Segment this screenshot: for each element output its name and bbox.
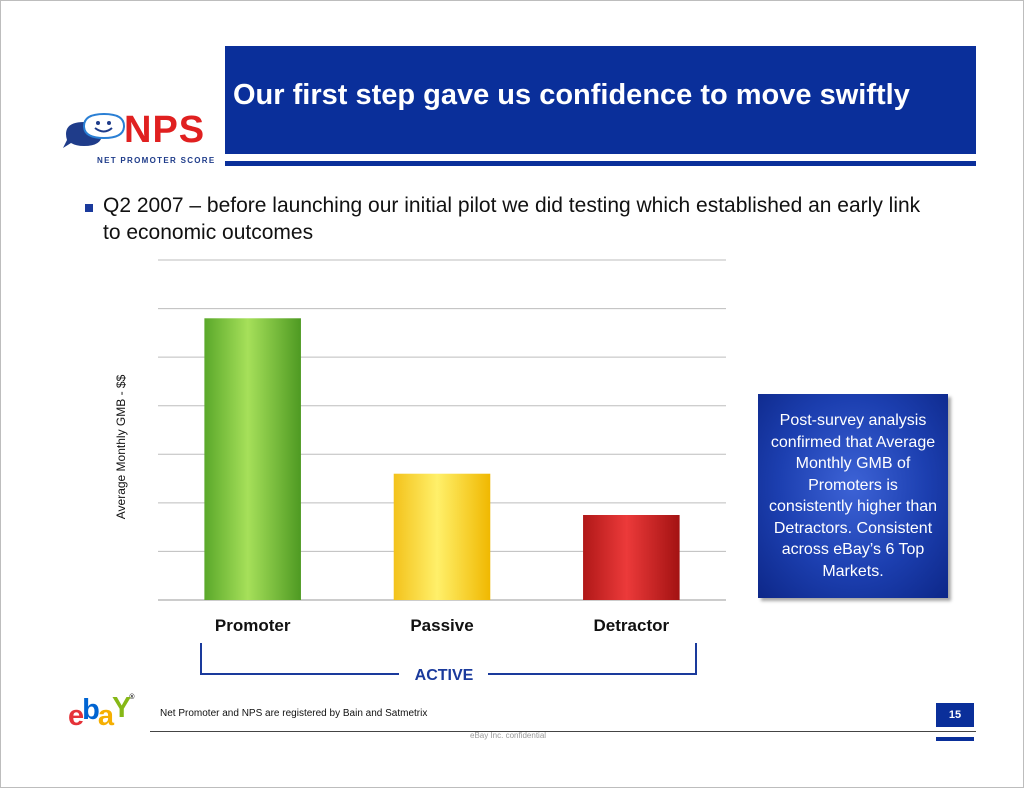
- bar-promoter: [204, 318, 301, 600]
- active-bracket: ACTIVE: [200, 643, 697, 684]
- x-tick-label: Detractor: [594, 616, 670, 635]
- title-bar: [225, 46, 976, 166]
- slide-title: Our first step gave us confidence to mov…: [233, 79, 910, 111]
- page-number: 15: [936, 703, 974, 727]
- x-tick-label: Passive: [410, 616, 473, 635]
- nps-logo-icon: [63, 112, 126, 148]
- bullet-marker: [85, 204, 93, 212]
- y-axis-label: Average Monthly GMB - $$: [114, 374, 128, 519]
- active-bracket-label: ACTIVE: [415, 667, 474, 684]
- bullet-text: Q2 2007 – before launching our initial p…: [103, 194, 921, 244]
- bar-detractor: [583, 515, 680, 600]
- insight-callout: Post-survey analysis confirmed that Aver…: [758, 394, 948, 598]
- bar-passive: [393, 473, 491, 600]
- x-tick-label: Promoter: [215, 616, 291, 635]
- footer-note: Net Promoter and NPS are registered by B…: [160, 708, 428, 719]
- ebay-logo-letter: e: [68, 700, 84, 732]
- footer-divider: [150, 731, 976, 732]
- ebay-logo-letter: b: [82, 694, 100, 726]
- nps-logo-text: NPS: [124, 109, 206, 151]
- page-number-underline: [936, 737, 974, 741]
- ebay-logo-letter: Y: [112, 692, 131, 724]
- title-underline: [225, 161, 976, 166]
- ebay-logo-icon: ebaY®: [68, 692, 135, 732]
- confidential-note: eBay Inc. confidential: [470, 731, 547, 740]
- ebay-logo-letter: a: [97, 700, 114, 732]
- nps-logo-subtitle: NET PROMOTER SCORE: [97, 156, 216, 165]
